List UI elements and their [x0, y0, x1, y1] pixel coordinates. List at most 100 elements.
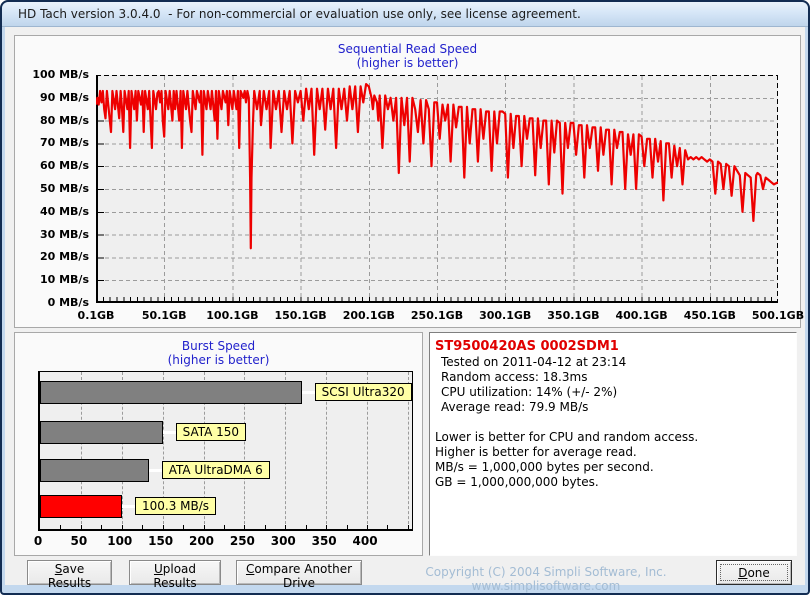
sequential-read-plot [96, 75, 778, 303]
y-axis-tick-label: 60 MB/s [39, 159, 89, 173]
burst-gridline [407, 372, 409, 529]
burst-x-tick-label: 100 [107, 534, 133, 548]
info-note-line: MB/s = 1,000,000 bytes per second. [435, 460, 654, 474]
x-axis-tick-label: 300.1GB [479, 309, 532, 322]
compare-another-drive-button[interactable]: Compare Another Drive [236, 560, 362, 590]
x-axis-tick-label: 250.1GB [410, 309, 464, 322]
drive-stat-line: CPU utilization: 14% (+/- 2%) [441, 385, 618, 399]
burst-bar-label: SATA 150 [175, 423, 247, 441]
burst-bar-ata-ultradma-6 [40, 459, 149, 482]
x-axis-tick-label: 100.1GB [206, 309, 259, 322]
drive-stats: Tested on 2011-04-12 at 23:14 Random acce… [441, 355, 626, 415]
burst-axis-tick [326, 525, 328, 529]
info-note-line: Lower is better for CPU and random acces… [435, 430, 699, 444]
copyright-text: Copyright (C) 2004 Simpli Software, Inc.… [425, 565, 667, 593]
burst-speed-plot: SCSI Ultra320 SATA 150 ATA UltraDMA 6 100.3… [38, 371, 413, 531]
y-axis-tick-label: 30 MB/s [39, 227, 89, 241]
drive-info-panel: ST9500420AS 0002SDM1 Tested on 2011-04-1… [429, 332, 797, 556]
burst-x-tick-label: 150 [148, 534, 174, 548]
y-axis-tick-label: 80 MB/s [39, 113, 89, 127]
burst-bar-label: SCSI Ultra320 [314, 383, 412, 401]
burst-bar-scsi-ultra320 [40, 381, 302, 404]
burst-x-tick-label: 50 [70, 534, 88, 548]
y-axis-tick-label: 90 MB/s [39, 90, 89, 104]
bar-label-connector [162, 431, 176, 434]
burst-axis-tick [346, 525, 348, 529]
burst-x-tick-label: 350 [311, 534, 337, 548]
burst-gridline [121, 372, 123, 529]
x-axis-tick-label: 0.1GB [77, 309, 115, 322]
burst-axis-tick [101, 525, 103, 529]
burst-axis-tick [367, 525, 369, 529]
y-axis-tick-label: 0 MB/s [47, 296, 89, 309]
drive-stat-line: Random access: 18.3ms [441, 370, 588, 384]
info-note-line: GB = 1,000,000,000 bytes. [435, 475, 599, 489]
burst-axis-tick [223, 525, 225, 529]
sequential-read-panel: Sequential Read Speed (higher is better)… [14, 35, 804, 328]
x-axis-tick-label: 350.1GB [547, 309, 600, 322]
sequential-chart-title: Sequential Read Speed [337, 42, 478, 56]
burst-axis-tick [60, 525, 62, 529]
burst-gridline [244, 372, 246, 529]
burst-gridline [80, 372, 82, 529]
bar-label-connector [122, 505, 135, 508]
burst-axis-tick [285, 525, 287, 529]
burst-speed-panel: Burst Speed (higher is better) SCSI Ultr… [14, 332, 423, 556]
burst-gridline [162, 372, 164, 529]
burst-axis-tick [305, 525, 307, 529]
burst-axis-tick [203, 525, 205, 529]
y-axis-tick-label: 40 MB/s [39, 204, 89, 218]
burst-gridline [203, 372, 205, 529]
read-speed-line [96, 83, 778, 250]
drive-title: ST9500420AS 0002SDM1 [435, 339, 619, 354]
burst-x-tick-label: 400 [352, 534, 378, 548]
burst-bar-100-3-mb-s [40, 495, 122, 518]
done-button-label: Done [738, 565, 770, 580]
bar-label-connector [148, 469, 162, 472]
burst-axis-tick [244, 525, 246, 529]
y-axis-tick-label: 70 MB/s [39, 136, 89, 150]
burst-x-tick-label: 250 [229, 534, 255, 548]
burst-gridline [326, 372, 328, 529]
y-axis-tick-label: 100 MB/s [32, 68, 89, 81]
burst-axis-tick [264, 525, 266, 529]
burst-x-tick-label: 300 [270, 534, 296, 548]
burst-x-tick-label: 0 [33, 534, 43, 548]
y-axis-tick-label: 20 MB/s [39, 250, 89, 264]
burst-axis-tick [407, 525, 409, 529]
window-title: HD Tach version 3.0.4.0 - For non-commer… [18, 7, 581, 21]
burst-axis-tick [387, 525, 389, 529]
drive-stat-line: Average read: 79.9 MB/s [441, 400, 589, 414]
burst-x-tick-label: 200 [188, 534, 215, 548]
burst-gridline [285, 372, 287, 529]
info-notes: Lower is better for CPU and random acces… [435, 430, 698, 490]
x-axis-tick-label: 50.1GB [141, 309, 187, 322]
titlebar[interactable]: HD Tach version 3.0.4.0 - For non-commer… [2, 2, 808, 27]
burst-axis-tick [142, 525, 144, 529]
burst-axis-tick [183, 525, 185, 529]
x-axis-tick-label: 200.1GB [342, 309, 395, 322]
x-axis-tick-label: 150.1GB [274, 309, 327, 322]
y-axis-tick-label: 10 MB/s [39, 273, 89, 287]
bar-label-connector [301, 391, 315, 394]
sequential-chart-subtitle: (higher is better) [356, 56, 459, 70]
drive-stat-line: Tested on 2011-04-12 at 23:14 [441, 355, 627, 369]
burst-chart-subtitle: (higher is better) [167, 353, 270, 367]
burst-axis-tick [80, 525, 82, 529]
x-axis-tick-label: 500.1GB [751, 309, 805, 322]
burst-axis-tick [121, 525, 123, 529]
x-axis-tick-label: 400.1GB [615, 309, 668, 322]
info-note-line: Higher is better for average read. [435, 445, 637, 459]
x-axis-tick-label: 450.1GB [683, 309, 736, 322]
burst-chart-title: Burst Speed [181, 339, 256, 353]
save-results-button[interactable]: Save Results [27, 560, 112, 590]
y-axis-tick-label: 50 MB/s [39, 182, 89, 195]
burst-axis-tick [162, 525, 164, 529]
burst-bar-label: ATA UltraDMA 6 [161, 461, 270, 479]
upload-results-button[interactable]: Upload Results [129, 560, 221, 590]
burst-gridline [367, 372, 369, 529]
burst-bar-sata-150 [40, 421, 163, 444]
burst-bar-label: 100.3 MB/s [135, 497, 217, 515]
done-button[interactable]: Done [716, 560, 792, 585]
